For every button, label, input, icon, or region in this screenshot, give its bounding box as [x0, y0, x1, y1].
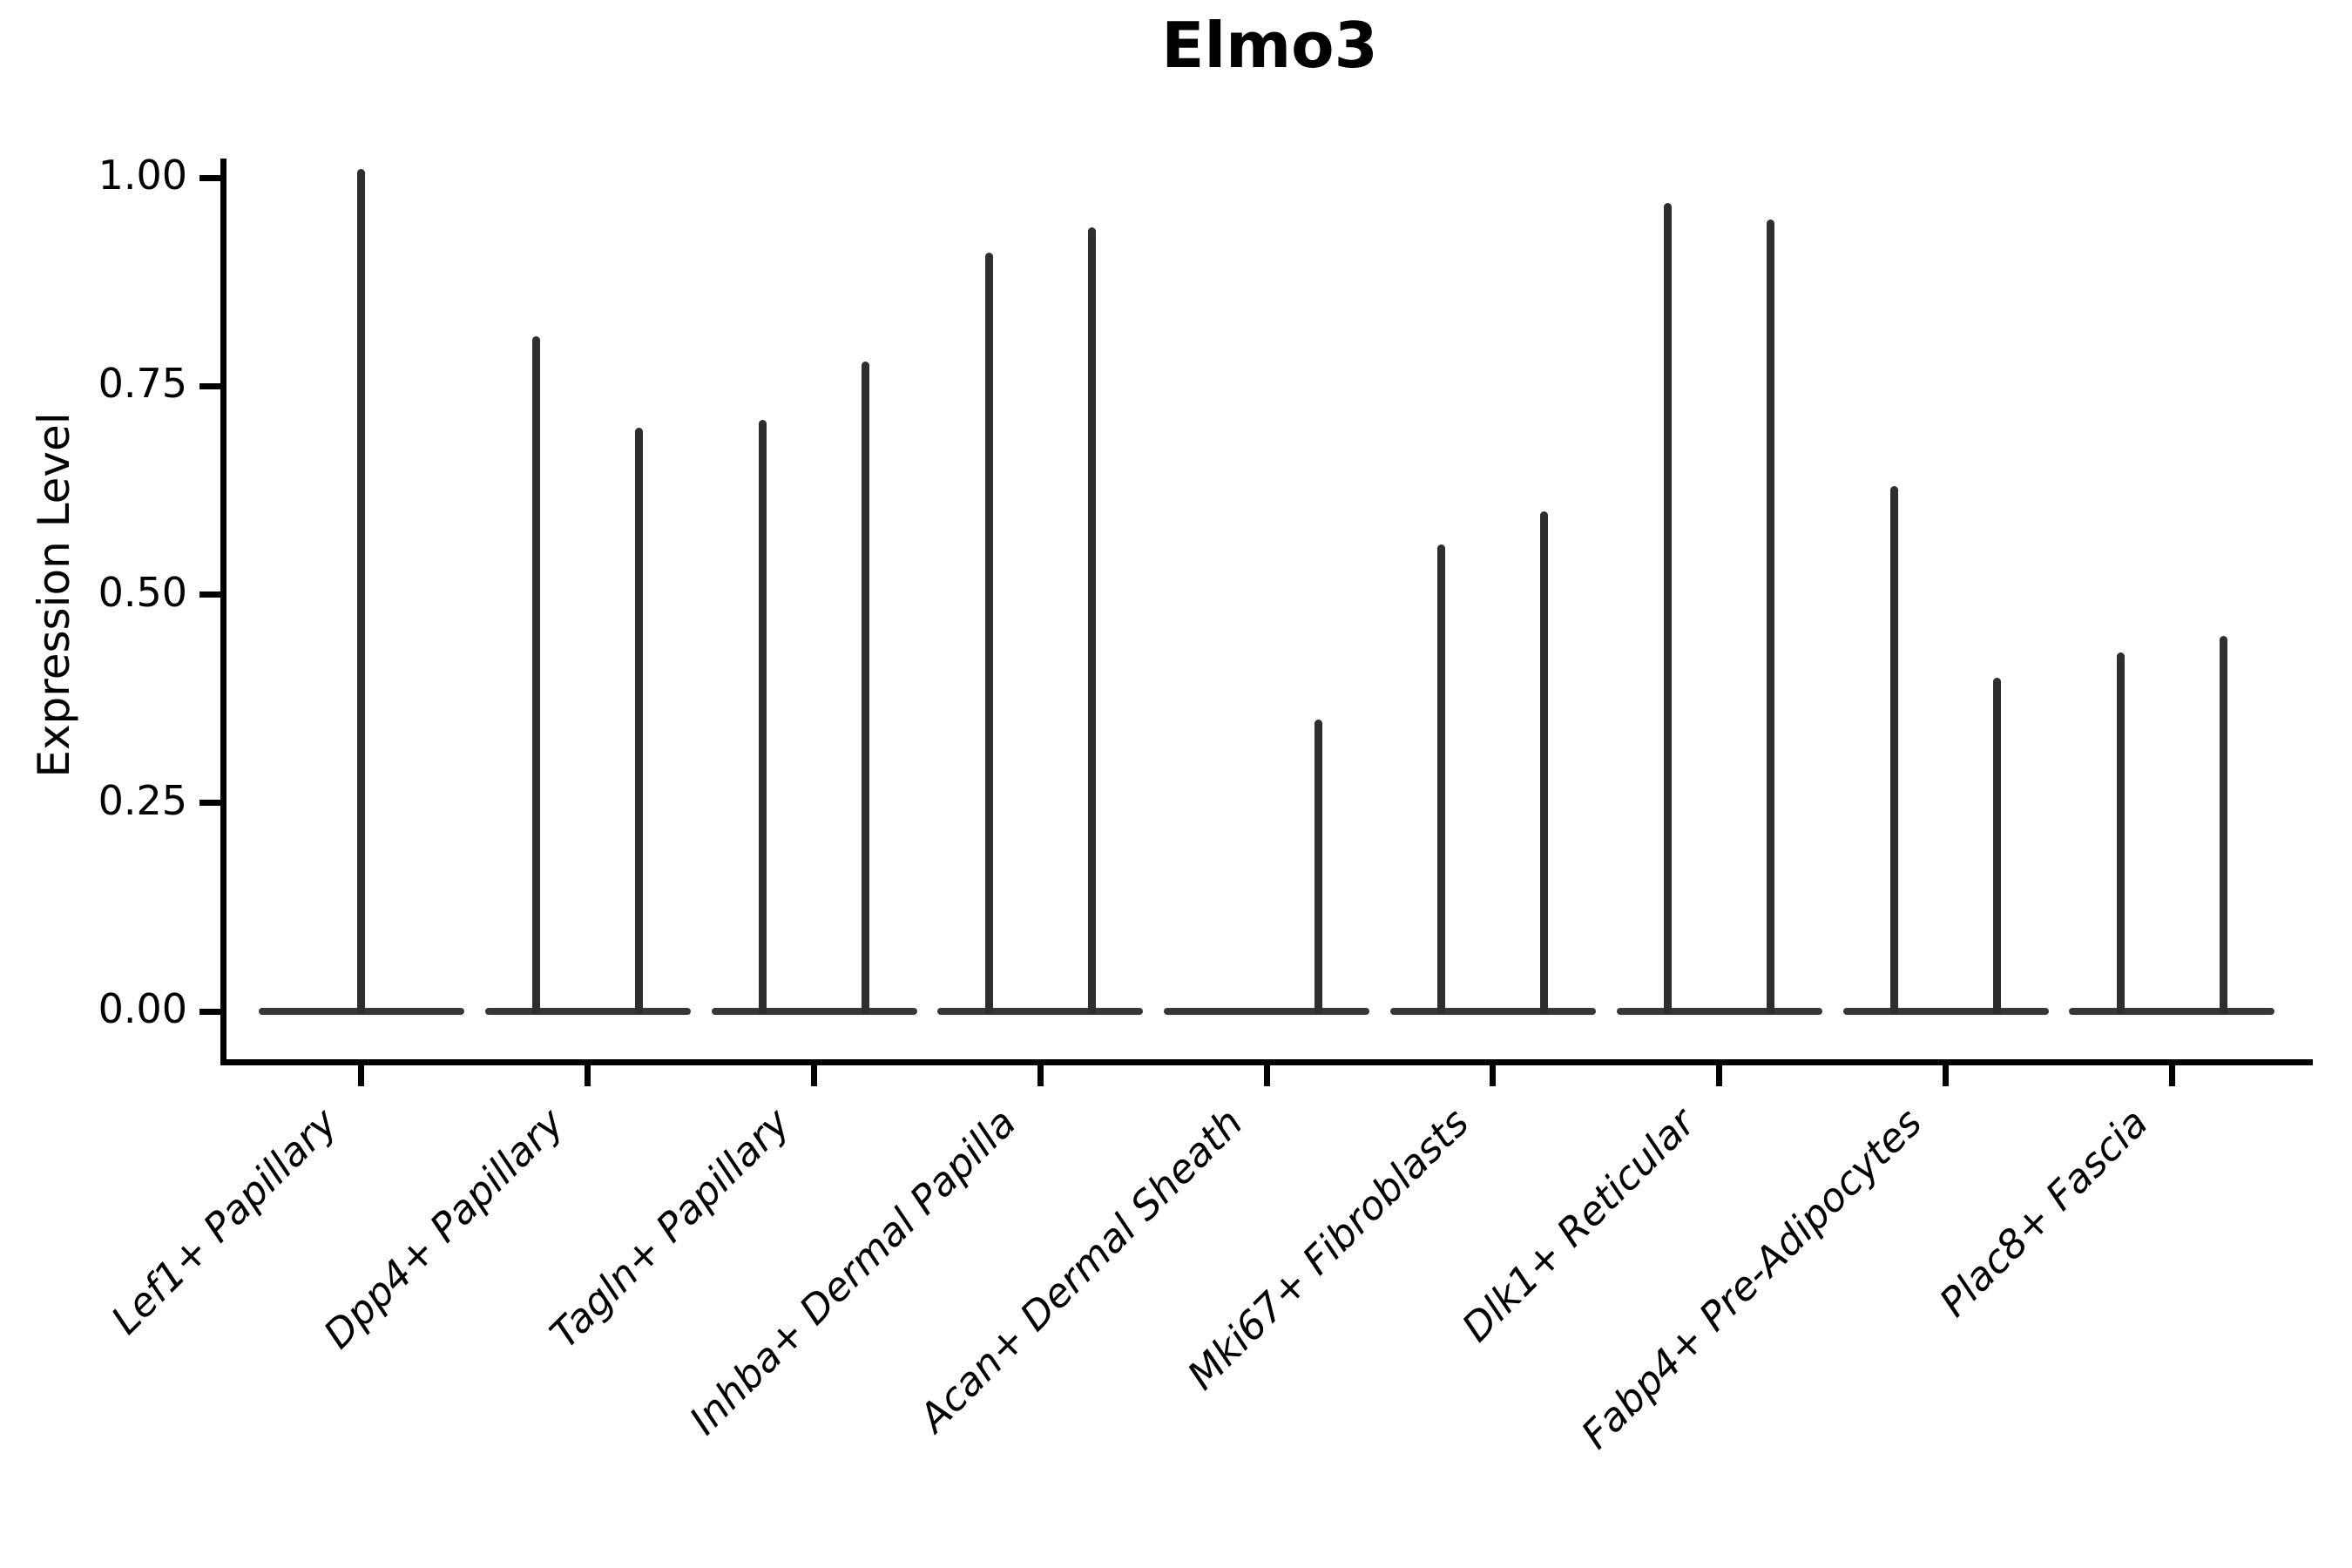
x-tick-label: Tagln+ Papillary	[540, 1099, 799, 1357]
y-tick-label: 1.00	[98, 152, 187, 199]
x-tick-mark	[1037, 1065, 1044, 1086]
y-tick-label: 0.00	[98, 985, 187, 1032]
x-axis-spine	[220, 1059, 2313, 1065]
y-tick-label: 0.75	[98, 360, 187, 407]
violin-spike	[1993, 678, 2001, 1014]
violin-baseline	[712, 1008, 917, 1015]
x-tick-mark	[1490, 1065, 1496, 1086]
y-tick-mark	[199, 591, 220, 598]
violin-spike	[1088, 227, 1096, 1014]
violin-spike	[1315, 720, 1322, 1014]
x-tick-label: Dlk1+ Reticular	[1453, 1099, 1705, 1351]
violin-baseline	[2069, 1008, 2274, 1015]
y-tick-mark	[199, 1009, 220, 1015]
violin-spike	[1767, 220, 1774, 1014]
violin-spike	[862, 362, 869, 1014]
y-tick-mark	[199, 175, 220, 181]
x-tick-mark	[1264, 1065, 1270, 1086]
violin-baseline	[1390, 1008, 1596, 1015]
violin-spike	[532, 336, 540, 1014]
chart-title: Elmo3	[1161, 9, 1378, 82]
x-tick-label: Lef1+ Papillary	[102, 1099, 347, 1343]
violin-spike	[985, 253, 993, 1014]
x-tick-label: Dpp4+ Papillary	[314, 1099, 573, 1358]
violin-baseline	[1843, 1008, 2049, 1015]
violin-baseline	[1164, 1008, 1369, 1015]
y-tick-mark	[199, 800, 220, 806]
violin-spike	[1437, 544, 1445, 1014]
x-tick-mark	[2169, 1065, 2175, 1086]
violin-spike	[635, 428, 643, 1014]
violin-spike	[1664, 203, 1672, 1014]
x-tick-mark	[358, 1065, 364, 1086]
violin-spike	[1540, 511, 1548, 1014]
y-axis-spine	[220, 159, 226, 1065]
y-tick-mark	[199, 383, 220, 389]
y-tick-label: 0.25	[98, 777, 187, 824]
x-tick-label: Plac8+ Fascia	[1930, 1099, 2157, 1326]
violin-spike	[759, 420, 767, 1014]
y-tick-label: 0.50	[98, 569, 187, 616]
violin-baseline	[485, 1008, 691, 1015]
violin-spike	[357, 169, 365, 1014]
violin-spike	[2117, 652, 2125, 1014]
x-tick-mark	[811, 1065, 817, 1086]
violin-baseline	[937, 1008, 1143, 1015]
violin-spike	[2220, 636, 2227, 1014]
x-tick-mark	[585, 1065, 591, 1086]
violin-spike	[1890, 486, 1898, 1014]
x-tick-mark	[1943, 1065, 1949, 1086]
violin-baseline	[1617, 1008, 1822, 1015]
x-tick-mark	[1716, 1065, 1722, 1086]
